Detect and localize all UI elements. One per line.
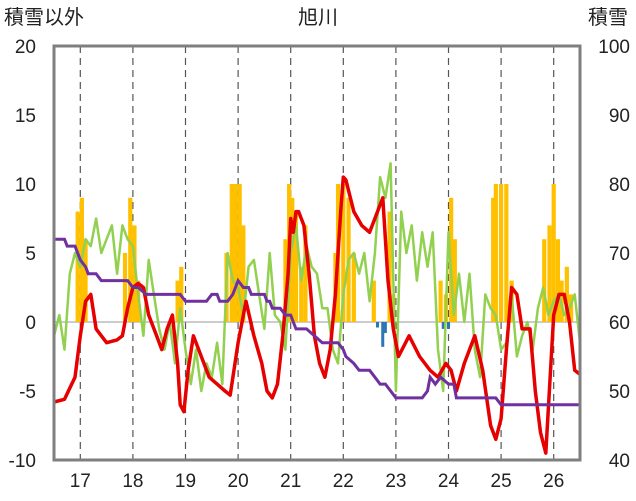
- snowfall-bar: [499, 184, 504, 322]
- left-axis-ticks: 20 15 10 5 0 -5 -10: [9, 37, 36, 472]
- snowfall-bar: [75, 211, 80, 322]
- green-series-line: [52, 162, 582, 393]
- right-axis-title: 積雪: [588, 5, 628, 29]
- snowfall-bar: [303, 225, 308, 322]
- snowfall-bar: [387, 211, 392, 322]
- negative-bar: [383, 322, 387, 334]
- plot-frame: [52, 44, 582, 462]
- snowfall-bar: [493, 184, 498, 322]
- right-tick-label: 70: [609, 244, 630, 265]
- snowfall-bar: [122, 253, 128, 322]
- snowfall-bar: [452, 239, 457, 322]
- left-tick-label: 10: [15, 175, 36, 196]
- snowfall-bar: [564, 266, 569, 322]
- left-tick-label: 15: [15, 106, 36, 127]
- negative-bar: [447, 322, 450, 329]
- left-tick-label: 5: [25, 244, 36, 265]
- snowfall-bar: [132, 225, 137, 322]
- snowfall-bar: [233, 184, 238, 322]
- negative-bar: [441, 322, 445, 329]
- snowfall-bar: [175, 280, 180, 322]
- x-tick-label: 19: [175, 471, 196, 492]
- x-tick-label: 24: [438, 471, 460, 492]
- snowfall-bar: [371, 280, 376, 322]
- x-tick-label: 17: [70, 471, 91, 492]
- red-series-line: [53, 175, 582, 455]
- snowfall-bar: [504, 184, 509, 322]
- snowfall-bar: [351, 253, 356, 322]
- right-tick-label: 50: [609, 382, 630, 403]
- snowfall-bar: [290, 197, 295, 322]
- snowfall-bar: [241, 225, 246, 322]
- negative-bar: [381, 322, 385, 347]
- x-tick-label: 20: [228, 471, 249, 492]
- x-tick-label: 23: [385, 471, 406, 492]
- x-tick-label: 25: [491, 471, 512, 492]
- right-tick-label: 80: [609, 175, 630, 196]
- snowfall-bar: [547, 225, 552, 322]
- snowfall-bar: [128, 197, 133, 322]
- snowfall-bar: [229, 184, 234, 322]
- right-tick-label: 100: [598, 37, 630, 58]
- left-tick-label: 0: [25, 313, 36, 334]
- snow-depth-line: [54, 237, 580, 407]
- left-tick-label: -10: [9, 451, 36, 472]
- snowfall-bar: [555, 239, 561, 322]
- snowfall-bar: [438, 280, 443, 322]
- x-tick-label: 22: [333, 471, 354, 492]
- x-tick-label: 21: [280, 471, 301, 492]
- right-axis-ticks: 100 90 80 70 60 50 40: [598, 37, 630, 472]
- x-axis-ticks: 17 18 19 20 21 22 23 24 25 26: [70, 471, 565, 492]
- chart-title: 旭川: [298, 5, 338, 29]
- negative-bar: [375, 322, 379, 328]
- snowfall-bar: [568, 294, 574, 322]
- x-tick-label: 18: [122, 471, 143, 492]
- snowfall-bar: [341, 184, 346, 322]
- left-axis-title: 積雪以外: [4, 5, 84, 29]
- snowfall-bar: [283, 239, 288, 322]
- snowfall-bar: [237, 184, 242, 322]
- snowfall-bar: [491, 197, 496, 322]
- right-tick-label: 40: [609, 451, 630, 472]
- snowfall-bar: [551, 184, 556, 322]
- snowfall-bar: [299, 266, 304, 322]
- snowfall-bar: [83, 239, 88, 322]
- x-tick-label: 26: [543, 471, 564, 492]
- snowfall-bar: [293, 211, 299, 322]
- snowfall-bars: [75, 184, 574, 322]
- left-tick-label: 20: [15, 37, 36, 58]
- right-tick-label: 60: [609, 313, 630, 334]
- snowfall-bar: [542, 239, 547, 322]
- left-tick-label: -5: [19, 382, 36, 403]
- right-tick-label: 90: [609, 106, 630, 127]
